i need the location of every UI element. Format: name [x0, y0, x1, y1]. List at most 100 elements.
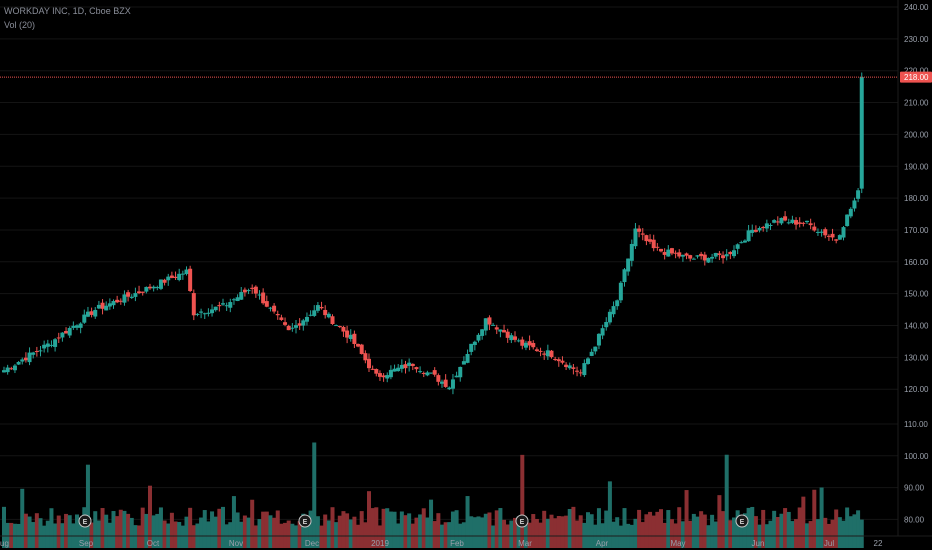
candle-body — [12, 365, 17, 371]
volume-bar — [589, 514, 594, 548]
candle-body — [717, 253, 722, 255]
candle-body — [242, 289, 247, 293]
candle-body — [374, 369, 379, 374]
candle-body — [841, 227, 846, 238]
candle-body — [783, 216, 788, 221]
volume-bar — [516, 516, 521, 548]
volume-bar — [308, 510, 313, 548]
volume-bar — [662, 522, 667, 548]
time-axis[interactable]: ug Sep Oct Nov Dec 2019 Feb Mar Apr May Jun Jul 22 — [0, 535, 932, 548]
volume-bar — [823, 517, 828, 548]
chart-grid — [0, 6, 898, 520]
volume-bar — [659, 509, 663, 548]
volume-bar — [425, 517, 430, 548]
candle-body — [775, 221, 780, 223]
candle-body — [82, 314, 87, 323]
candle-body — [567, 365, 572, 369]
volume-bar — [735, 510, 740, 548]
candle-body — [64, 331, 69, 334]
volume-bar — [301, 513, 306, 548]
volume-bar — [487, 512, 492, 548]
candle-body — [133, 293, 138, 297]
candle-body — [523, 342, 528, 348]
candle-body — [56, 337, 61, 339]
candle-body — [67, 328, 72, 336]
candle-body — [100, 302, 105, 309]
volume-bar — [199, 517, 204, 548]
volume-bar — [556, 515, 561, 548]
time-tick-label: 2019 — [371, 539, 389, 548]
candle-body — [465, 354, 470, 363]
candle-body — [450, 379, 455, 389]
candle-body — [560, 360, 565, 363]
volume-bar — [31, 522, 36, 548]
candle-body — [688, 255, 693, 259]
time-tick-label: Feb — [450, 539, 464, 548]
candle-body — [330, 316, 335, 324]
volume-bar — [239, 521, 244, 548]
volume-bar — [531, 514, 536, 548]
volume-bar — [294, 525, 298, 548]
volume-bar — [742, 513, 747, 548]
candle-body — [315, 305, 320, 311]
candle-body — [848, 208, 853, 217]
earnings-marker[interactable] — [78, 514, 92, 528]
time-tick-label: Apr — [596, 539, 609, 548]
volume-bar — [783, 508, 788, 548]
time-tick-label: Mar — [518, 539, 532, 548]
volume-bar — [852, 514, 857, 548]
volume-bar — [104, 514, 109, 548]
volume-bar — [472, 517, 477, 548]
earnings-marker[interactable] — [298, 514, 312, 528]
volume-bar — [469, 516, 474, 548]
candle-body — [440, 381, 444, 384]
candle-body — [582, 363, 587, 376]
candle-body — [78, 323, 83, 328]
volume-bar — [374, 507, 379, 548]
volume-bar — [191, 525, 196, 548]
candle-body — [611, 306, 616, 315]
candle-body — [706, 257, 711, 263]
candle-body — [388, 369, 393, 378]
volume-bar — [717, 495, 722, 548]
volume-bar — [377, 525, 382, 548]
candle-body — [790, 219, 795, 223]
volume-bar — [188, 507, 193, 548]
candle-body — [429, 372, 434, 374]
volume-bar — [42, 525, 47, 548]
candle-body — [498, 329, 503, 332]
candle-body — [421, 372, 426, 374]
candle-body — [381, 375, 386, 378]
candle-body — [607, 311, 612, 323]
volume-bar — [502, 519, 507, 548]
candle-body — [538, 350, 543, 352]
candle-body — [272, 305, 277, 312]
volume-bar — [443, 522, 448, 548]
volume-tick-label: 110.00 — [904, 420, 928, 429]
price-axis[interactable]: 240.00 230.00 220.00 210.00 200.00 190.00 180.… — [897, 0, 929, 536]
candle-body — [655, 246, 660, 248]
earnings-marker[interactable] — [735, 514, 749, 528]
candle-body — [31, 352, 36, 355]
candle-body — [122, 294, 127, 303]
candle-body — [385, 375, 390, 379]
earnings-marker[interactable] — [515, 514, 529, 528]
volume-tick-label: 80.00 — [904, 515, 925, 524]
volume-bar — [407, 513, 412, 548]
volume-bar — [111, 511, 116, 548]
volume-bar — [184, 516, 189, 548]
volume-bar — [772, 510, 777, 548]
time-tick-label: Nov — [229, 539, 243, 548]
candle-body — [746, 230, 751, 242]
candle-body — [392, 368, 397, 372]
volume-bar — [450, 511, 455, 548]
volume-bar — [669, 519, 674, 548]
candle-body — [545, 350, 550, 357]
volume-bar — [180, 525, 185, 548]
candle-body — [819, 231, 824, 233]
volume-bar — [173, 521, 178, 548]
candle-body — [801, 222, 806, 224]
candle-body — [93, 309, 98, 317]
